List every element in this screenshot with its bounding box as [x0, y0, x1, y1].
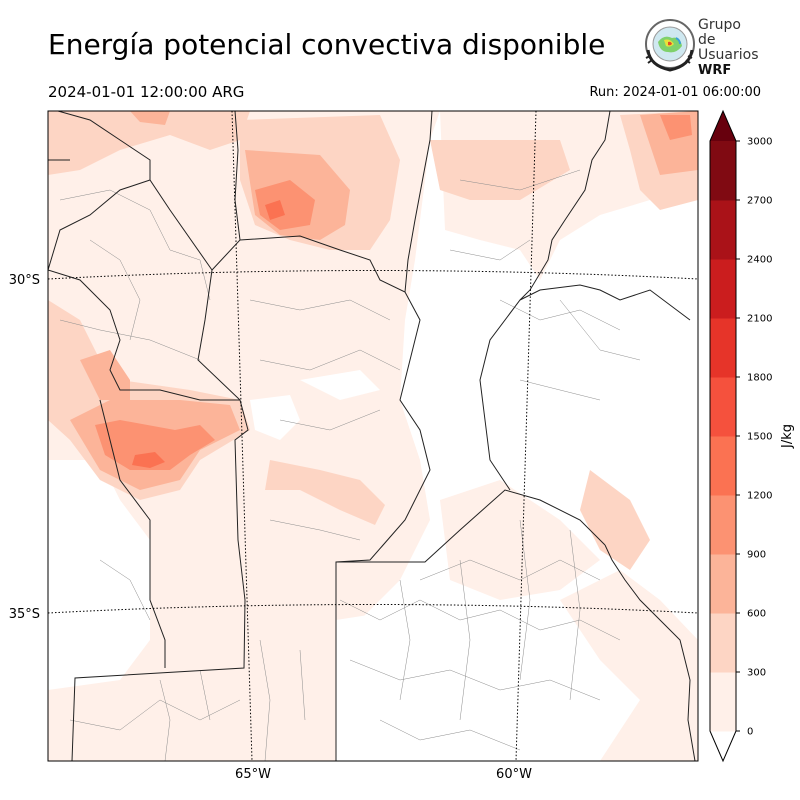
colorbar-segment	[710, 141, 736, 201]
colorbar: 0 300 600 900 1200 1500 1800 2100 2400 2700 3000	[709, 109, 772, 763]
colorbar-tick-label: 1500	[747, 432, 772, 443]
cape-band-0-300	[560, 570, 698, 761]
wrf-logo-emblem-icon	[645, 19, 695, 72]
cape-band-600-900	[80, 350, 130, 400]
colorbar-segment	[710, 495, 736, 555]
parallel-35s	[48, 604, 698, 614]
cape-field	[48, 111, 698, 761]
colorbar-tick-label: 2400	[747, 255, 772, 266]
cape-zero-area	[410, 280, 620, 470]
lon-label: 65°W	[235, 767, 271, 782]
logo-line-1: Grupo de	[698, 17, 741, 48]
colorbar-tick-label: 2700	[747, 196, 772, 207]
logo-line-2: Usuarios	[698, 47, 759, 63]
graticule	[48, 111, 698, 761]
province-borders	[48, 111, 691, 761]
colorbar-segment	[710, 554, 736, 614]
colorbar-segment	[710, 259, 736, 319]
valid-time: 2024-01-01 12:00:00 ARG	[48, 83, 245, 101]
department-borders	[59, 169, 641, 761]
cape-zero-area	[250, 395, 300, 440]
lon-label: 60°W	[496, 767, 532, 782]
cape-band-1200-1500	[132, 452, 165, 468]
colorbar-segment	[710, 318, 736, 378]
run-time: Run: 2024-01-01 06:00:00	[589, 85, 761, 100]
colorbar-over-arrow	[710, 111, 736, 141]
colorbar-tick-label: 0	[747, 727, 753, 738]
colorbar-tick-label: 3000	[747, 137, 772, 148]
colorbar-tick-label: 1800	[747, 373, 772, 384]
colorbar-segment	[710, 613, 736, 673]
cape-zero-area	[48, 460, 150, 690]
colorbar-segment	[710, 672, 736, 732]
colorbar-tick-label: 300	[747, 668, 766, 679]
cape-zero-area	[336, 610, 470, 761]
cape-band-300-600	[48, 111, 250, 175]
cape-band-900-1200	[95, 420, 215, 470]
colorbar-tick-label: 600	[747, 609, 766, 620]
colorbar-segment	[710, 200, 736, 260]
colorbar-tick-label: 2100	[747, 314, 772, 325]
colorbar-tick-label: 900	[747, 550, 766, 561]
map-frame	[47, 110, 699, 762]
wrf-logo: Grupo de Usuarios WRF	[640, 16, 760, 78]
cape-band-300-600	[580, 470, 650, 570]
cape-band-0-300	[440, 480, 600, 600]
colorbar-unit-label: J/kg	[780, 424, 795, 449]
map-panel	[47, 110, 699, 762]
cape-band-900-1200	[660, 115, 692, 140]
lat-label: 30°S	[9, 273, 40, 288]
cape-zero-area	[300, 370, 380, 400]
colorbar-segment	[710, 377, 736, 437]
cape-band-300-600	[265, 460, 385, 525]
logo-line-3: WRF	[698, 63, 732, 78]
colorbar-tick-label: 1200	[747, 491, 772, 502]
colorbar-segment	[710, 436, 736, 496]
colorbar-under-arrow	[710, 731, 736, 761]
coastline	[604, 544, 696, 761]
cape-band-1200-1500	[265, 200, 285, 220]
cape-band-600-900	[130, 111, 170, 125]
lat-label: 35°S	[9, 607, 40, 622]
map-title: Energía potencial convectiva disponible	[48, 28, 606, 61]
parallel-30s	[48, 270, 698, 280]
